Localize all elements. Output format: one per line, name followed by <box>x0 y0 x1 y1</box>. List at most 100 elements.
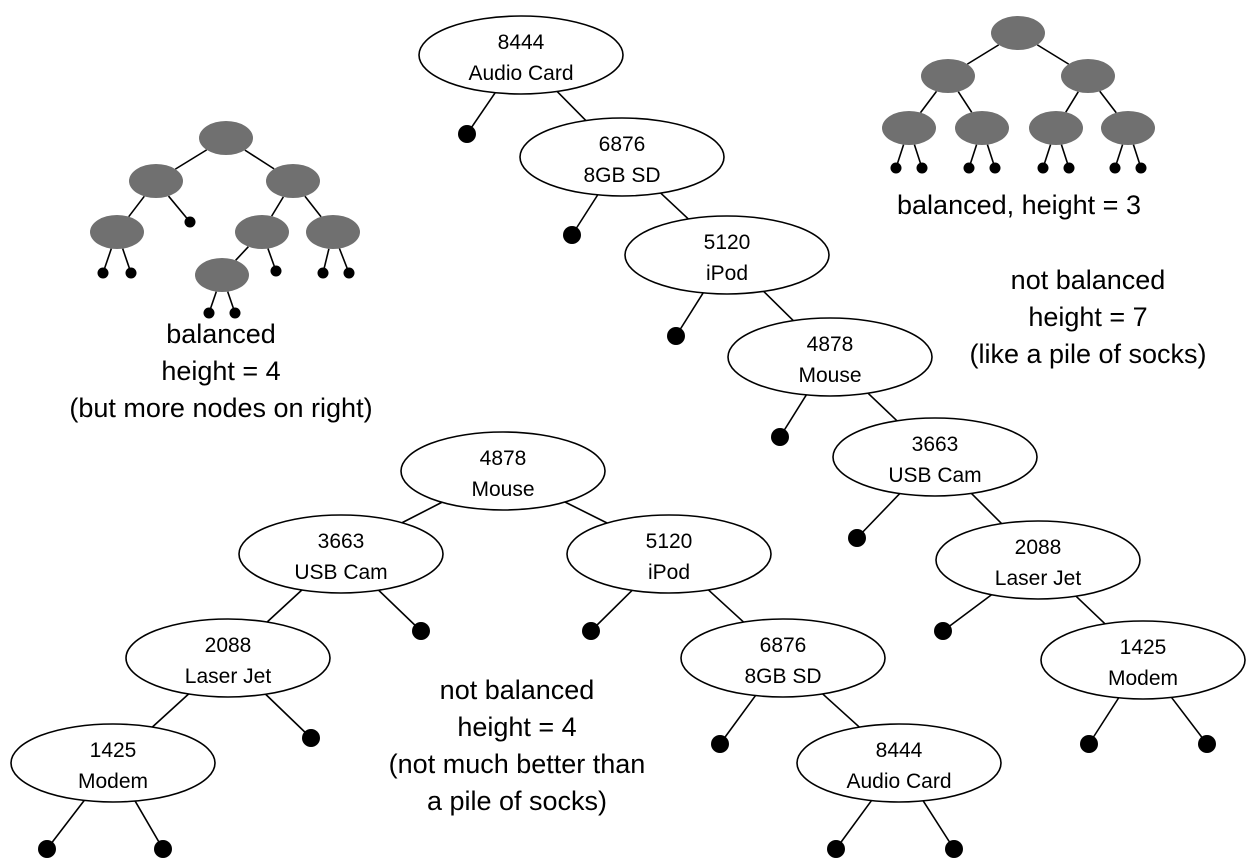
tree-node-8444: 8444 Audio Card <box>418 15 624 95</box>
tree-node-1425: 1425 Modem <box>10 723 216 803</box>
shape-node <box>199 121 253 155</box>
node-key: 2088 <box>205 634 252 657</box>
leaf-edge <box>835 800 873 850</box>
null-leaf <box>890 162 902 174</box>
node-key: 4878 <box>480 447 527 470</box>
shape-node <box>90 215 144 249</box>
tree-node-1425: 1425 Modem <box>1040 620 1246 700</box>
null-leaf <box>667 327 685 345</box>
null-leaf <box>711 735 729 753</box>
node-ellipse <box>10 723 216 803</box>
node-ellipse <box>727 317 933 397</box>
shape-node <box>882 111 936 145</box>
null-leaf <box>203 307 215 319</box>
null-leaf <box>916 162 928 174</box>
null-leaf <box>1037 162 1049 174</box>
leaf-edge <box>856 493 901 539</box>
shape-edge <box>966 44 1000 65</box>
tree-edge <box>822 693 860 728</box>
shape-edge <box>919 90 938 114</box>
null-leaf <box>343 267 355 279</box>
node-ellipse <box>1040 620 1246 700</box>
shape-node <box>991 16 1045 50</box>
shape-edge <box>128 195 145 218</box>
node-name: Modem <box>78 770 148 793</box>
node-ellipse <box>832 417 1038 497</box>
shape-node <box>266 164 320 198</box>
null-leaf <box>458 125 476 143</box>
shape-node <box>306 215 360 249</box>
leaf-edge <box>265 693 312 739</box>
tree-node-3663: 3663 USB Cam <box>238 514 444 594</box>
leaf-edge <box>134 800 164 850</box>
shape-node <box>235 215 289 249</box>
node-ellipse <box>400 431 606 511</box>
tree-node-3663: 3663 USB Cam <box>832 417 1038 497</box>
node-key: 8444 <box>498 31 545 54</box>
node-name: Laser Jet <box>995 567 1082 590</box>
node-name: 8GB SD <box>583 164 660 187</box>
null-leaf <box>184 216 196 228</box>
null-leaf <box>270 265 282 277</box>
caption-right-tree-line-1: balanced, height = 3 <box>897 190 1141 220</box>
null-leaf <box>1135 162 1147 174</box>
caption-bottom-tree-line-3: (not much better than <box>389 749 646 779</box>
tree-edge <box>707 589 745 623</box>
shape-edge <box>270 196 285 217</box>
shape-node <box>1029 111 1083 145</box>
null-leaf <box>1080 735 1098 753</box>
caption-pile-tree-line-3: (like a pile of socks) <box>969 339 1206 369</box>
shape-node <box>195 258 249 292</box>
null-leaf <box>302 729 320 747</box>
tree-edge <box>401 501 443 524</box>
tree-node-5120: 5120 iPod <box>566 514 772 594</box>
node-ellipse <box>624 215 830 295</box>
node-key: 1425 <box>1120 636 1167 659</box>
leaf-edge <box>167 195 191 223</box>
node-key: 5120 <box>646 530 693 553</box>
tree-node-8444: 8444 Audio Card <box>796 723 1002 803</box>
caption-pile-tree-line-2: height = 7 <box>1028 302 1147 332</box>
tree-node-5120: 5120 iPod <box>624 215 830 295</box>
caption-left-tree-line-1: balanced <box>166 319 276 349</box>
null-leaf <box>848 529 866 547</box>
node-key: 8444 <box>876 739 923 762</box>
caption-bottom-tree-line-2: height = 4 <box>457 712 576 742</box>
null-leaf <box>154 840 172 858</box>
leaf-edge <box>590 589 633 632</box>
node-name: Mouse <box>798 364 861 387</box>
caption-left-tree-line-3: (but more nodes on right) <box>69 393 372 423</box>
node-ellipse <box>566 514 772 594</box>
tree-node-2088: 2088 Laser Jet <box>935 520 1141 600</box>
shape-node <box>921 59 975 93</box>
node-name: Modem <box>1108 667 1178 690</box>
node-name: 8GB SD <box>744 665 821 688</box>
null-leaf <box>827 840 845 858</box>
null-leaf <box>125 267 137 279</box>
node-ellipse <box>935 520 1141 600</box>
shape-edge <box>1065 91 1079 113</box>
null-leaf <box>229 307 241 319</box>
shape-edge <box>235 246 249 261</box>
nodes-layer: 8444 Audio Card 6876 8GB SD 5120 iPod 4878 Mous… <box>10 15 1246 858</box>
null-leaf <box>1063 162 1075 174</box>
caption-left-tree-line-2: height = 4 <box>161 356 280 386</box>
null-leaf <box>97 267 109 279</box>
null-leaf <box>771 428 789 446</box>
shape-node <box>129 164 183 198</box>
null-leaf <box>317 267 329 279</box>
shape-node <box>955 111 1009 145</box>
shape-edge <box>174 149 208 170</box>
caption-bottom-tree-line-1: not balanced <box>440 675 595 705</box>
node-name: USB Cam <box>294 561 387 584</box>
leaf-edge <box>378 589 422 632</box>
tree-node-4878: 4878 Mouse <box>400 431 606 511</box>
node-key: 6876 <box>760 634 807 657</box>
tree-edge <box>660 192 689 220</box>
null-leaf <box>963 162 975 174</box>
null-leaf <box>945 840 963 858</box>
null-leaf <box>38 840 56 858</box>
node-key: 6876 <box>599 133 646 156</box>
